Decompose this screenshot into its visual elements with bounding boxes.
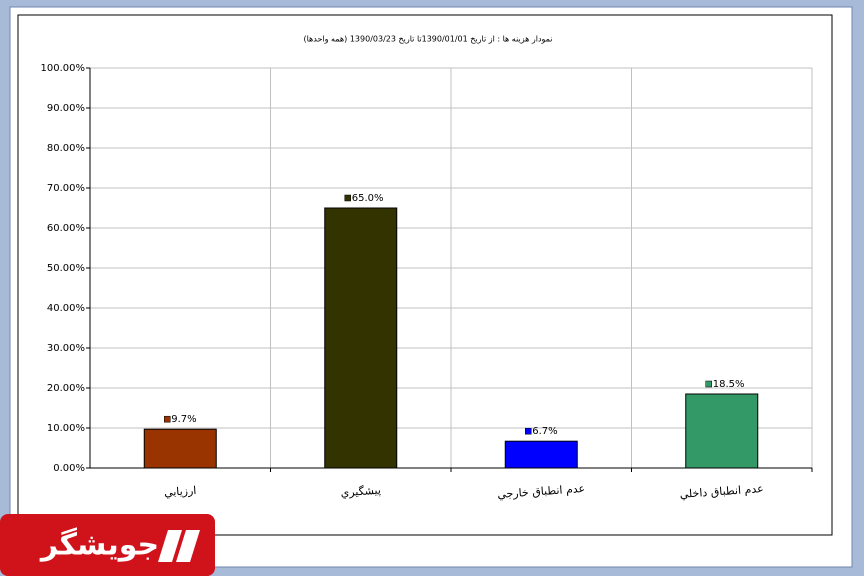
label-marker: [705, 380, 712, 388]
x-tick-label: عدم انطباق خارجي: [497, 482, 586, 501]
bar: [685, 393, 759, 469]
bar: [143, 428, 217, 469]
y-tick-label: 50.00%: [47, 263, 85, 274]
data-label: 9.7%: [171, 414, 196, 425]
plot-area: 0.00% 10.00% 20.00% 30.00% 40.00% 50.00% 60.00…: [41, 63, 813, 501]
y-tick-label: 80.00%: [47, 143, 85, 154]
label-marker: [164, 415, 171, 423]
y-tick-label: 30.00%: [47, 343, 85, 354]
x-tick-label: پيشگيري: [340, 484, 381, 500]
data-label: 6.7%: [532, 426, 557, 437]
chart-border: [17, 14, 833, 536]
data-label: 18.5%: [713, 379, 745, 390]
y-tick-label: 60.00%: [47, 223, 85, 234]
chart-title: نمودار هزينه ها : از تاريخ 1390/01/01تا …: [303, 35, 552, 44]
label-marker: [344, 194, 351, 202]
y-tick-label: 70.00%: [47, 183, 85, 194]
x-tick-label: عدم انطباق داخلي: [679, 482, 764, 501]
y-tick-label: 20.00%: [47, 383, 85, 394]
y-tick-label: 90.00%: [47, 103, 85, 114]
data-label: 65.0%: [352, 193, 384, 204]
bar: [504, 440, 578, 469]
y-tick-label: 10.00%: [47, 423, 85, 434]
sheet: [9, 6, 853, 568]
y-tick-label: 0.00%: [53, 463, 85, 474]
bar: [324, 207, 398, 469]
x-tick-label: ارزيابي: [164, 484, 197, 499]
label-marker: [525, 427, 532, 435]
watermark-logo: [158, 530, 200, 562]
y-tick-label: 40.00%: [47, 303, 85, 314]
watermark: جويشگر: [39, 527, 159, 563]
y-tick-label: 100.00%: [41, 63, 86, 74]
